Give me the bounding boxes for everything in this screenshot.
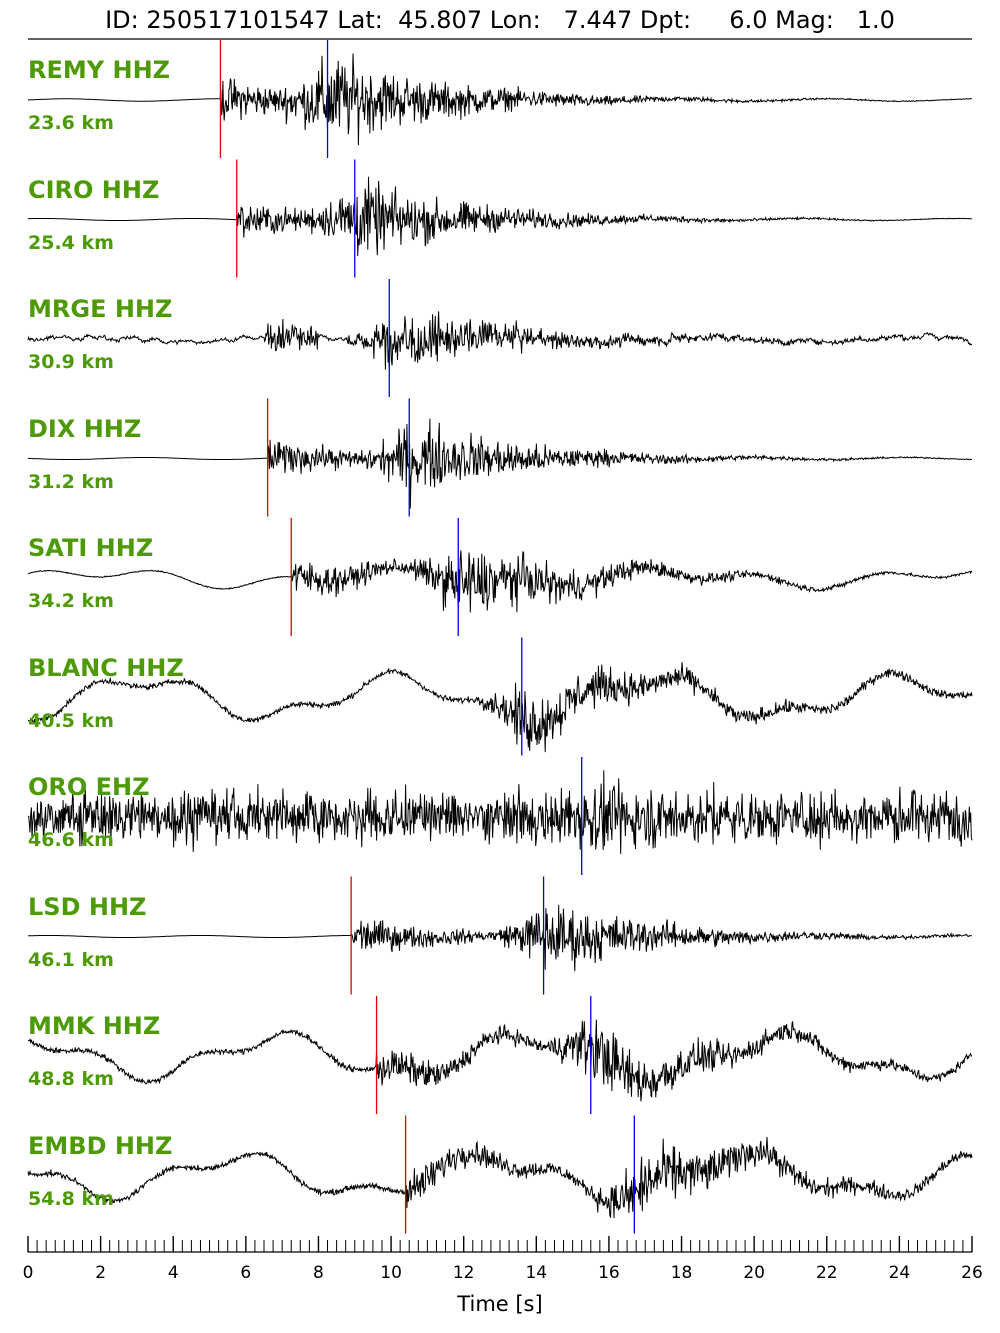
station-distance: 25.4 km: [28, 231, 114, 254]
trace-mmk: [27, 1019, 973, 1102]
x-tick-label: 12: [453, 1263, 475, 1283]
station-name: LSD HHZ: [28, 892, 147, 921]
station-name: BLANC HHZ: [28, 653, 184, 682]
station-distance: 46.1 km: [28, 948, 114, 971]
x-tick-label: 2: [95, 1263, 106, 1283]
event-header: ID: 250517101547 Lat: 45.807 Lon: 7.447 …: [0, 6, 1000, 34]
trace-embd: [27, 1136, 973, 1219]
x-tick-label: 20: [743, 1263, 765, 1283]
trace-remy: [28, 53, 973, 146]
station-distance: 30.9 km: [28, 351, 114, 373]
station-name: SATI HHZ: [28, 534, 154, 562]
trace-ciro: [28, 176, 972, 257]
event-id: 250517101547: [146, 6, 330, 34]
station-distance: 31.2 km: [28, 470, 114, 493]
x-tick-label: 26: [961, 1263, 983, 1283]
picks-layer: [219, 40, 635, 1234]
station-name: MMK HHZ: [28, 1012, 161, 1040]
trace-oro: [27, 770, 973, 854]
station-name: EMBD HHZ: [28, 1131, 173, 1160]
x-tick-label: 4: [168, 1263, 179, 1283]
traces-layer: [27, 53, 973, 1219]
id-label: ID:: [105, 6, 139, 34]
station-distance: 54.8 km: [28, 1187, 114, 1210]
trace-sati: [27, 550, 973, 613]
x-tick-label: 0: [23, 1263, 34, 1283]
trace-lsd: [28, 904, 973, 972]
station-distance: 40.5 km: [28, 709, 114, 732]
x-tick-label: 22: [816, 1263, 838, 1283]
lat-label: Lat:: [337, 6, 383, 34]
mag-label: Mag:: [775, 6, 834, 34]
latitude: 45.807: [398, 6, 483, 34]
x-tick-label: 24: [889, 1263, 911, 1283]
station-distance: 34.2 km: [28, 590, 114, 612]
station-name: CIRO HHZ: [28, 175, 160, 204]
x-tick-label: 8: [313, 1263, 324, 1283]
station-name: MRGE HHZ: [28, 295, 173, 323]
trace-mrge: [27, 311, 973, 370]
trace-dix: [28, 418, 973, 509]
station-name: REMY HHZ: [28, 56, 171, 84]
x-axis-label: Time [s]: [457, 1292, 543, 1316]
station-name: DIX HHZ: [28, 414, 142, 443]
station-name: ORO EHZ: [28, 773, 150, 801]
trace-blanc: [27, 662, 973, 753]
depth: 6.0: [729, 6, 768, 34]
station-distance: 23.6 km: [28, 112, 114, 134]
x-axis: 0 2 4 6 8 10 12 14 16 18 20 22 24 26: [23, 1236, 983, 1283]
x-tick-label: 14: [525, 1263, 547, 1283]
depth-label: Dpt:: [639, 6, 692, 34]
x-tick-label: 18: [671, 1263, 693, 1283]
x-tick-label: 6: [240, 1263, 251, 1283]
station-distance: 48.8 km: [28, 1068, 114, 1090]
x-tick-label: 10: [380, 1263, 402, 1283]
x-tick-label: 16: [598, 1263, 620, 1283]
longitude: 7.447: [563, 6, 633, 34]
lon-label: Lon:: [489, 6, 541, 34]
magnitude: 1.0: [856, 6, 895, 34]
station-distance: 46.6 km: [28, 829, 114, 851]
